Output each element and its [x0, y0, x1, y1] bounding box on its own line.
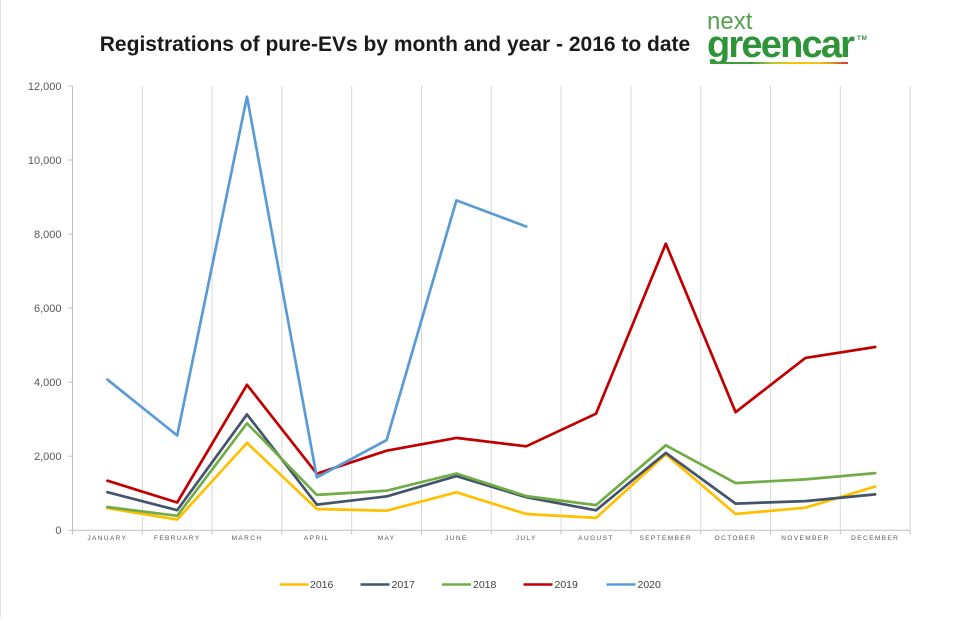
svg-text:2018: 2018 — [473, 579, 497, 591]
svg-text:2020: 2020 — [638, 579, 662, 591]
svg-text:4,000: 4,000 — [34, 377, 62, 389]
svg-text:JANUARY: JANUARY — [87, 535, 127, 542]
svg-text:OCTOBER: OCTOBER — [715, 535, 757, 542]
svg-text:DECEMBER: DECEMBER — [851, 535, 899, 542]
svg-text:2017: 2017 — [392, 579, 416, 591]
svg-text:FEBRUARY: FEBRUARY — [154, 535, 200, 542]
svg-text:MARCH: MARCH — [232, 535, 263, 542]
svg-text:0: 0 — [55, 525, 61, 537]
svg-text:2016: 2016 — [310, 579, 334, 591]
svg-text:6,000: 6,000 — [34, 303, 62, 315]
svg-text:2,000: 2,000 — [34, 451, 62, 463]
svg-text:MAY: MAY — [378, 535, 396, 542]
svg-text:8,000: 8,000 — [34, 229, 62, 241]
svg-text:10,000: 10,000 — [28, 155, 62, 167]
svg-text:SEPTEMBER: SEPTEMBER — [639, 535, 692, 542]
svg-text:NOVEMBER: NOVEMBER — [781, 535, 829, 542]
svg-text:12,000: 12,000 — [28, 81, 62, 93]
svg-text:JULY: JULY — [516, 535, 537, 542]
svg-text:JUNE: JUNE — [445, 535, 468, 542]
svg-text:2019: 2019 — [555, 579, 579, 591]
svg-text:AUGUST: AUGUST — [578, 535, 614, 542]
svg-text:APRIL: APRIL — [304, 535, 330, 542]
